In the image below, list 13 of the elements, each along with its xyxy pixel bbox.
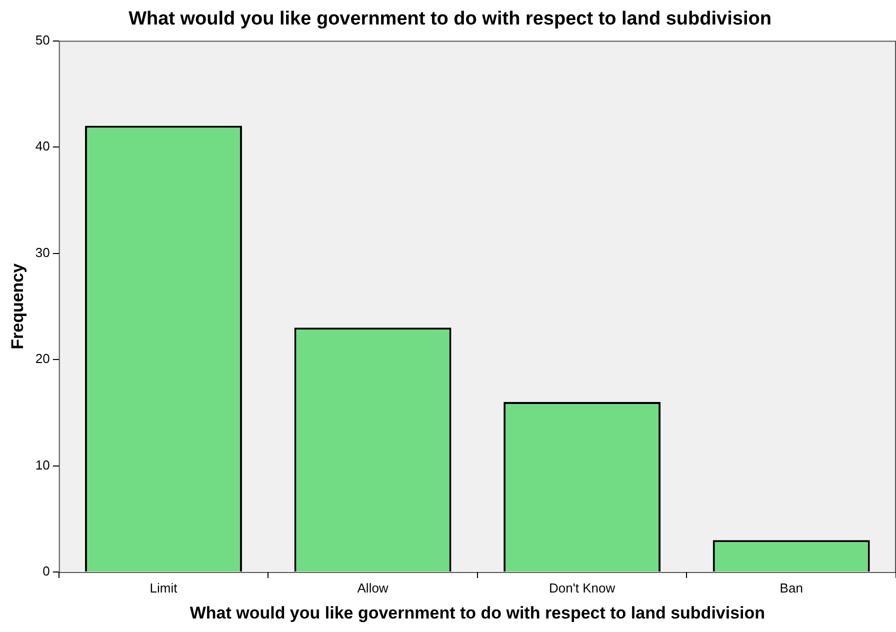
chart-title: What would you like government to do with respect to land subdivision — [128, 8, 772, 30]
y-axis-title: Frequency — [8, 262, 27, 350]
y-tick-label: 10 — [35, 457, 50, 472]
x-tick-label: Allow — [357, 580, 389, 596]
x-tick-label: Limit — [150, 580, 178, 596]
y-tick-label: 50 — [35, 32, 50, 48]
y-tick-label: 0 — [42, 564, 50, 579]
y-tick-label: 30 — [35, 244, 50, 260]
y-tick-label: 20 — [35, 351, 50, 366]
y-tick-label: 40 — [35, 138, 50, 154]
x-axis-title: What would you like government to do with respect to land subdivision — [190, 603, 766, 622]
x-tick-label: Don't Know — [549, 580, 616, 596]
x-tick-label: Ban — [780, 580, 803, 596]
